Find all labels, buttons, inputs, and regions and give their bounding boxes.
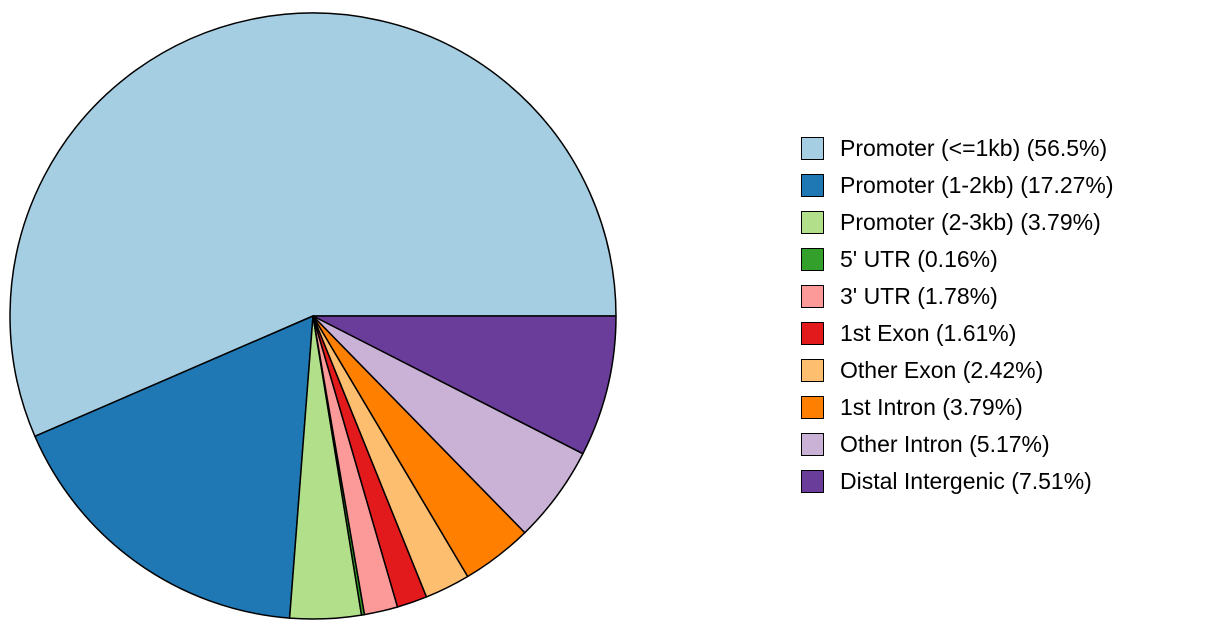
legend-item-1st-exon: 1st Exon (1.61%) (801, 315, 1114, 352)
legend-item-promoter-1-2kb: Promoter (1-2kb) (17.27%) (801, 167, 1114, 204)
legend-label: Other Intron (5.17%) (840, 431, 1050, 457)
legend-item-5-utr: 5' UTR (0.16%) (801, 241, 1114, 278)
legend-label: 1st Intron (3.79%) (840, 394, 1023, 420)
legend-label: Promoter (2-3kb) (3.79%) (840, 209, 1101, 235)
pie-slice-distal-intergenic (312, 315, 617, 455)
legend: Promoter (<=1kb) (56.5%) Promoter (1-2kb)… (801, 130, 1114, 500)
legend-item-1st-intron: 1st Intron (3.79%) (801, 389, 1114, 426)
legend-label: Distal Intergenic (7.51%) (840, 468, 1092, 494)
legend-swatch-1st-intron (801, 396, 824, 419)
legend-swatch-other-exon (801, 359, 824, 382)
legend-swatch-3-utr (801, 285, 824, 308)
legend-label: 3' UTR (1.78%) (840, 283, 998, 309)
pie-slice-promoter-1kb (9, 12, 617, 438)
legend-label: 1st Exon (1.61%) (840, 320, 1017, 346)
legend-item-other-intron: Other Intron (5.17%) (801, 426, 1114, 463)
pie-slice-promoter-1-2kb (34, 315, 314, 619)
legend-label: Promoter (<=1kb) (56.5%) (840, 135, 1108, 161)
legend-item-promoter-1kb: Promoter (<=1kb) (56.5%) (801, 130, 1114, 167)
legend-swatch-promoter-1kb (801, 137, 824, 160)
legend-swatch-distal-intergenic (801, 470, 824, 493)
legend-label: Promoter (1-2kb) (17.27%) (840, 172, 1114, 198)
legend-swatch-promoter-2-3kb (801, 211, 824, 234)
legend-swatch-1st-exon (801, 322, 824, 345)
legend-swatch-promoter-1-2kb (801, 174, 824, 197)
legend-swatch-other-intron (801, 433, 824, 456)
legend-item-other-exon: Other Exon (2.42%) (801, 352, 1114, 389)
legend-item-3-utr: 3' UTR (1.78%) (801, 278, 1114, 315)
legend-label: Other Exon (2.42%) (840, 357, 1044, 383)
legend-item-distal-intergenic: Distal Intergenic (7.51%) (801, 463, 1114, 500)
legend-item-promoter-2-3kb: Promoter (2-3kb) (3.79%) (801, 204, 1114, 241)
legend-label: 5' UTR (0.16%) (840, 246, 998, 272)
legend-swatch-5-utr (801, 248, 824, 271)
